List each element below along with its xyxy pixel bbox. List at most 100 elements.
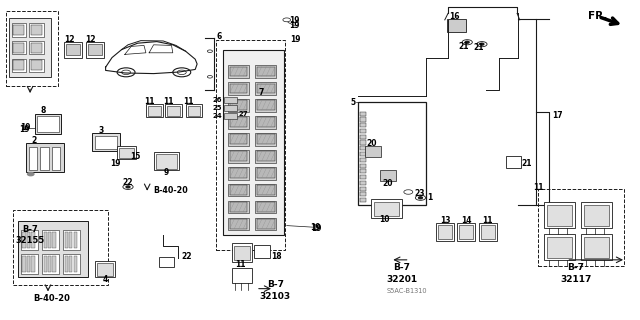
Bar (230, 100, 247, 110)
Bar (257, 168, 275, 178)
Bar (232, 268, 252, 283)
Text: 1: 1 (428, 193, 433, 202)
Text: 25: 25 (213, 105, 222, 111)
Bar (234, 246, 250, 260)
Text: B-40-20: B-40-20 (33, 294, 70, 303)
Bar (257, 151, 275, 161)
Bar (479, 223, 497, 241)
Text: 13: 13 (440, 216, 451, 225)
Bar (228, 150, 249, 163)
Bar (186, 104, 202, 117)
Text: B-40-20: B-40-20 (154, 186, 188, 195)
Bar (224, 105, 237, 111)
Text: 20: 20 (383, 180, 393, 188)
Bar (255, 218, 276, 230)
Bar (86, 42, 104, 58)
Bar (97, 263, 113, 276)
Text: B-7: B-7 (394, 263, 410, 272)
Text: 4: 4 (102, 275, 108, 284)
Bar (29, 59, 44, 72)
Bar (27, 232, 30, 248)
Text: 27: 27 (238, 111, 248, 116)
Text: 15: 15 (131, 152, 141, 161)
Bar (188, 106, 200, 116)
Bar (360, 146, 366, 150)
Bar (544, 234, 575, 260)
Text: 7: 7 (259, 88, 264, 97)
Bar (22, 232, 26, 248)
Bar (257, 100, 275, 110)
Text: 26: 26 (213, 97, 222, 103)
Bar (228, 99, 249, 112)
Bar (117, 146, 136, 159)
Bar (13, 43, 24, 53)
Circle shape (283, 18, 291, 22)
Bar (257, 219, 275, 229)
Bar (544, 202, 575, 228)
Bar (31, 25, 42, 35)
Bar (538, 189, 624, 266)
Text: 11: 11 (184, 97, 194, 106)
Bar (230, 202, 247, 212)
Bar (31, 60, 42, 70)
Text: 11: 11 (483, 216, 493, 225)
Bar (230, 168, 247, 178)
Bar (159, 257, 174, 267)
Bar (255, 184, 276, 196)
Bar (257, 185, 275, 195)
Text: 17: 17 (552, 111, 563, 120)
Bar (584, 237, 609, 258)
Bar (65, 232, 68, 248)
Bar (40, 147, 49, 170)
Bar (230, 185, 247, 195)
Text: 32103: 32103 (260, 292, 291, 301)
Bar (447, 19, 466, 32)
Bar (22, 256, 26, 272)
Bar (360, 129, 366, 133)
Bar (95, 136, 117, 149)
Bar (230, 117, 247, 127)
Bar (167, 106, 180, 116)
Bar (360, 175, 366, 179)
Bar (35, 114, 61, 134)
Circle shape (126, 186, 130, 188)
Bar (257, 134, 275, 144)
Bar (165, 104, 182, 117)
Circle shape (415, 195, 426, 200)
Text: 11: 11 (534, 183, 544, 192)
Bar (255, 99, 276, 112)
Bar (26, 143, 64, 172)
Bar (360, 192, 366, 196)
Bar (21, 254, 38, 274)
Bar (224, 113, 237, 119)
Bar (257, 67, 275, 76)
Bar (48, 256, 51, 272)
Bar (223, 50, 284, 235)
Text: 14: 14 (461, 216, 471, 225)
Bar (365, 146, 381, 157)
Circle shape (419, 197, 422, 199)
Text: 22: 22 (123, 178, 133, 187)
Text: 19: 19 (289, 16, 300, 25)
Bar (148, 106, 161, 116)
Bar (13, 210, 108, 285)
Text: 19: 19 (310, 223, 321, 232)
Bar (27, 256, 30, 272)
Bar (69, 256, 72, 272)
Bar (74, 256, 77, 272)
Bar (21, 230, 38, 250)
Bar (12, 59, 26, 72)
Bar (228, 133, 249, 146)
Text: 19: 19 (312, 224, 322, 233)
Circle shape (123, 184, 133, 189)
Text: 12: 12 (86, 35, 96, 44)
Bar (257, 117, 275, 127)
Bar (380, 170, 396, 181)
Text: 12: 12 (64, 35, 74, 44)
Bar (52, 147, 60, 170)
Bar (255, 82, 276, 95)
Bar (360, 117, 366, 122)
Bar (228, 82, 249, 95)
Bar (230, 67, 247, 76)
Text: 19: 19 (19, 125, 29, 134)
